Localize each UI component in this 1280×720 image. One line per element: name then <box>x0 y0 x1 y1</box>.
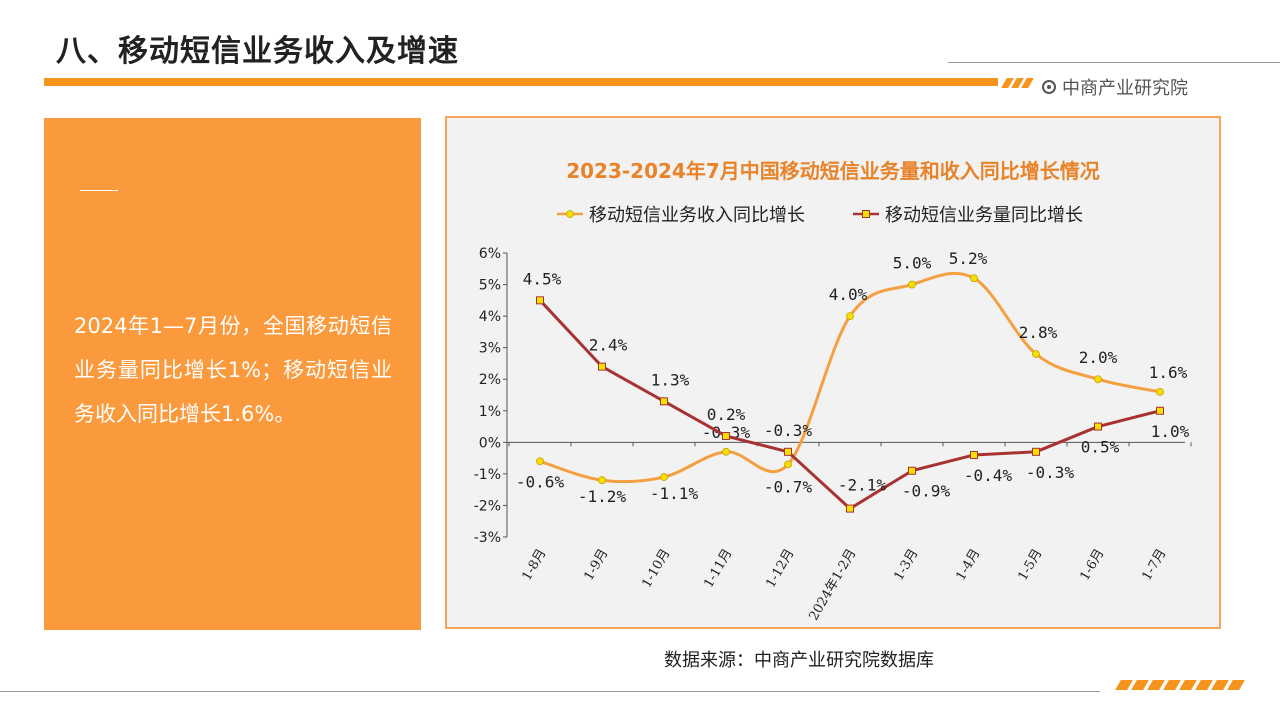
data-point <box>908 466 916 475</box>
data-label: 5.2% <box>949 249 988 268</box>
data-label: -0.4% <box>964 466 1013 485</box>
slide-title: 八、移动短信业务收入及增速 <box>56 34 459 69</box>
summary-panel: 2024年1—7月份，全国移动短信业务量同比增长1%；移动短信业务收入同比增长1… <box>44 118 421 630</box>
data-point <box>536 457 544 466</box>
line-chart: 2023-2024年7月中国移动短信业务量和收入同比增长情况移动短信业务收入同比… <box>474 159 1192 624</box>
x-tick-label: 1-8月 <box>520 547 550 584</box>
header-thin-line <box>948 62 1280 63</box>
y-tick-label: -1% <box>474 467 501 483</box>
y-tick-label: 2% <box>479 372 501 388</box>
data-label: 0.2% <box>707 405 746 424</box>
y-tick-label: 3% <box>479 341 501 357</box>
data-label: 5.0% <box>893 254 932 273</box>
footer-line <box>0 691 1100 692</box>
x-tick-label: 1-10月 <box>639 547 673 591</box>
data-label: 4.0% <box>829 285 868 304</box>
title-underline-bar <box>44 78 998 86</box>
brand-text: 中商产业研究院 <box>1062 78 1188 99</box>
data-point <box>1156 406 1164 415</box>
y-tick-label: 6% <box>479 246 501 262</box>
data-label: 1.3% <box>651 370 690 389</box>
legend-marker <box>862 210 870 218</box>
chart-frame <box>445 116 1221 629</box>
decorative-stripe <box>1163 680 1181 690</box>
data-label: -2.1% <box>838 476 887 495</box>
x-tick-label: 1-5月 <box>1016 547 1046 584</box>
data-point <box>1094 375 1102 384</box>
x-tick-label: 1-9月 <box>582 547 612 584</box>
summary-text: 2024年1—7月份，全国移动短信业务量同比增长1%；移动短信业务收入同比增长1… <box>74 314 392 426</box>
decorative-stripe <box>1115 680 1133 690</box>
data-label: -0.3% <box>1026 463 1075 482</box>
data-point <box>1032 350 1040 358</box>
data-label: 2.0% <box>1079 348 1118 367</box>
data-point <box>908 280 916 289</box>
data-point <box>722 432 730 441</box>
decorative-stripe <box>1131 680 1149 690</box>
series-line <box>538 271 1162 484</box>
data-label: 1.0% <box>1151 422 1190 441</box>
y-tick-label: 4% <box>479 309 501 325</box>
y-tick-label: -3% <box>474 530 501 546</box>
data-point <box>598 476 606 485</box>
data-label: -0.9% <box>902 482 951 501</box>
y-tick-label: 1% <box>479 404 501 420</box>
x-tick-label: 1-7月 <box>1140 547 1170 584</box>
x-tick-label: 1-3月 <box>892 547 922 584</box>
data-label: -1.2% <box>578 487 627 506</box>
data-point <box>970 450 978 459</box>
legend-marker <box>566 210 574 218</box>
brand-label: 中商产业研究院 <box>1042 74 1188 100</box>
decorative-stripe <box>1195 680 1213 690</box>
decorative-stripe <box>1147 680 1165 690</box>
x-tick-label: 1-6月 <box>1078 547 1108 584</box>
data-point <box>598 362 606 371</box>
data-point <box>660 397 668 406</box>
x-tick-label: 1-11月 <box>701 547 735 591</box>
data-label: 2.4% <box>589 336 628 355</box>
panel-dash <box>80 190 118 191</box>
y-tick-label: -2% <box>474 498 501 514</box>
data-point <box>784 460 792 469</box>
data-point <box>722 447 730 456</box>
circle-dot-icon <box>1042 80 1056 94</box>
data-point <box>1094 422 1102 431</box>
y-tick-label: 5% <box>479 278 501 294</box>
data-label: 2.8% <box>1019 323 1058 342</box>
data-point <box>846 312 854 321</box>
data-label: 4.5% <box>523 269 562 288</box>
data-point <box>660 473 668 481</box>
data-label: -0.7% <box>764 477 813 496</box>
legend-label: 移动短信业务量同比增长 <box>885 205 1083 226</box>
data-label: -0.3% <box>764 421 813 440</box>
data-label: 1.6% <box>1149 363 1188 382</box>
data-point <box>1032 447 1040 456</box>
decorative-stripe <box>1227 680 1245 690</box>
decorative-stripe <box>1179 680 1197 690</box>
chart-title: 2023-2024年7月中国移动短信业务量和收入同比增长情况 <box>566 159 1100 183</box>
data-point <box>970 274 978 283</box>
decorative-stripe <box>1211 680 1229 690</box>
data-label: -1.1% <box>650 484 699 503</box>
data-source: 数据来源：中商产业研究院数据库 <box>664 650 934 671</box>
data-point <box>784 447 792 456</box>
data-label: 0.5% <box>1081 438 1120 457</box>
x-tick-label: 1-12月 <box>763 547 797 591</box>
legend-label: 移动短信业务收入同比增长 <box>589 205 805 226</box>
data-point <box>846 504 854 513</box>
x-tick-label: 2024年1-2月 <box>806 547 859 624</box>
y-tick-label: 0% <box>479 435 501 451</box>
data-point <box>536 296 544 305</box>
x-tick-label: 1-4月 <box>954 547 984 584</box>
data-label: -0.6% <box>516 472 565 491</box>
data-point <box>1156 387 1164 396</box>
